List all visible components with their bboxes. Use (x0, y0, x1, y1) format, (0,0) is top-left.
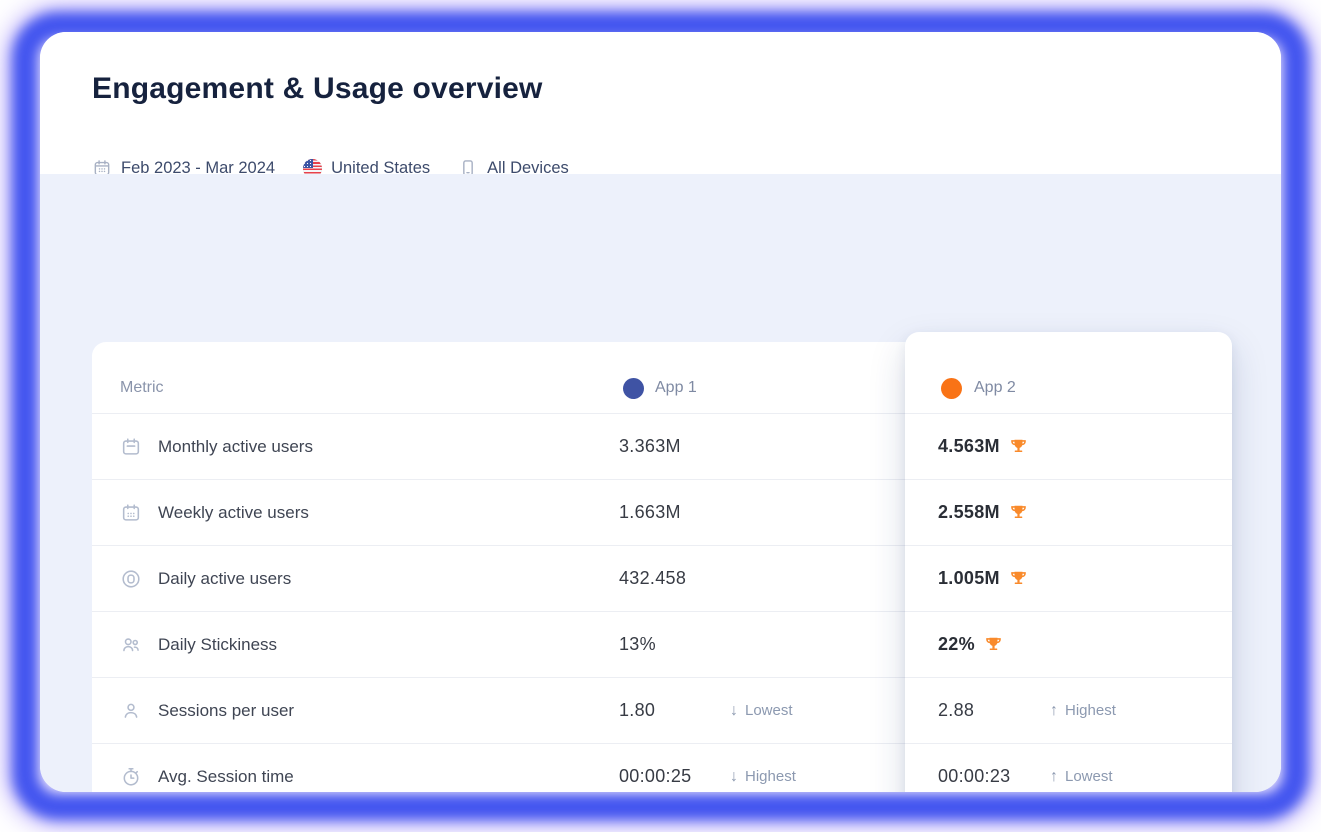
app2-row: 2.558M (905, 479, 1232, 545)
app2-label: App 2 (974, 379, 1016, 396)
app1-trend: ↓ Lowest (730, 702, 793, 720)
report-card: Engagement & Usage overview Feb 2023 - M… (40, 32, 1281, 792)
app2-value: 4.563M (938, 436, 1000, 456)
app2-row: 2.88 ↑ Highest (905, 677, 1232, 743)
us-flag-icon (303, 158, 323, 178)
app2-value: 22% (938, 634, 975, 654)
app2-value: 1.005M (938, 568, 1000, 588)
trophy-icon (1009, 437, 1028, 456)
app2-row: 1.005M (905, 545, 1232, 611)
app2-trend: ↑ Highest (1050, 702, 1116, 720)
device-filter[interactable]: All Devices (458, 158, 569, 178)
metric-label: Monthly active users (158, 436, 313, 456)
app2-dot-icon (941, 377, 962, 399)
metric-label: Sessions per user (158, 700, 295, 720)
table-row: Daily Stickiness 13% (92, 611, 1232, 677)
app2-row: 4.563M (905, 413, 1232, 479)
calendar-week-icon (120, 502, 142, 524)
date-range-label: Feb 2023 - Mar 2024 (121, 158, 276, 177)
stopwatch-icon (120, 766, 142, 788)
trend-arrow-icon: ↑ (1050, 701, 1058, 719)
users-icon (120, 634, 142, 656)
trophy-icon (1009, 503, 1028, 522)
app1-column-header: App 1 (623, 363, 697, 413)
table-row: Weekly active users 1.663M (92, 479, 1232, 545)
app1-value: 3.363M (619, 436, 681, 456)
page-title: Engagement & Usage overview (92, 72, 543, 105)
trend-arrow-icon: ↓ (730, 767, 738, 785)
app2-row: 00:00:23 ↑ Lowest (905, 743, 1232, 792)
report-header: Engagement & Usage overview Feb 2023 - M… (40, 32, 1281, 178)
app1-value: 432.458 (619, 568, 687, 588)
user-icon (120, 700, 142, 722)
calendar-month-icon (120, 436, 142, 458)
app2-value: 2.88 (938, 700, 975, 720)
trend-label: Lowest (1065, 768, 1113, 785)
trophy-icon (984, 635, 1003, 654)
metric-label: Daily active users (158, 568, 292, 588)
trend-label: Highest (745, 768, 796, 785)
app1-trend: ↓ Highest (730, 768, 796, 786)
decorative-glow-frame (12, 12, 1309, 820)
app1-label: App 1 (655, 379, 697, 396)
filter-bar: Feb 2023 - Mar 2024 United States All De… (92, 158, 569, 178)
trend-arrow-icon: ↓ (730, 701, 738, 719)
app2-column-card: App 2 4.563M 2.558M 1.005M 22% (905, 332, 1232, 792)
app1-value: 13% (619, 634, 656, 654)
metric-column-header: Metric (120, 379, 164, 396)
table-header-row: Metric App 1 (92, 342, 1232, 413)
app2-row: 22% (905, 611, 1232, 677)
app2-trend: ↑ Lowest (1050, 768, 1113, 786)
table-row: Monthly active users 3.363M (92, 413, 1232, 479)
device-label: All Devices (487, 158, 569, 177)
report-body: Metric App 1 Monthly active users 3.363M… (40, 174, 1281, 792)
table-row: Sessions per user 1.80 ↓ Lowest (92, 677, 1232, 743)
app2-column-header: App 2 (905, 332, 1232, 413)
trend-label: Highest (1065, 702, 1116, 719)
app2-value: 2.558M (938, 502, 1000, 522)
metric-label: Weekly active users (158, 502, 309, 522)
table-row: Daily active users 432.458 (92, 545, 1232, 611)
metric-label: Daily Stickiness (158, 634, 278, 654)
app1-value: 1.663M (619, 502, 681, 522)
date-range-filter[interactable]: Feb 2023 - Mar 2024 (92, 158, 275, 178)
calendar-day-icon (120, 568, 142, 590)
app1-value: 00:00:25 (619, 766, 692, 786)
app1-value: 1.80 (619, 700, 656, 720)
trend-label: Lowest (745, 702, 793, 719)
country-filter[interactable]: United States (303, 158, 431, 178)
trend-arrow-icon: ↑ (1050, 767, 1058, 785)
trophy-icon (1009, 569, 1028, 588)
country-label: United States (331, 158, 431, 177)
table-rows: Monthly active users 3.363M Weekly activ… (92, 413, 1232, 792)
table-row: Avg. Session time 00:00:25 ↓ Highest (92, 743, 1232, 792)
app2-rows: 4.563M 2.558M 1.005M 22% 2.88 ↑ (905, 413, 1232, 792)
app2-value: 00:00:23 (938, 766, 1011, 786)
app1-dot-icon (623, 377, 644, 399)
metric-label: Avg. Session time (158, 766, 294, 786)
